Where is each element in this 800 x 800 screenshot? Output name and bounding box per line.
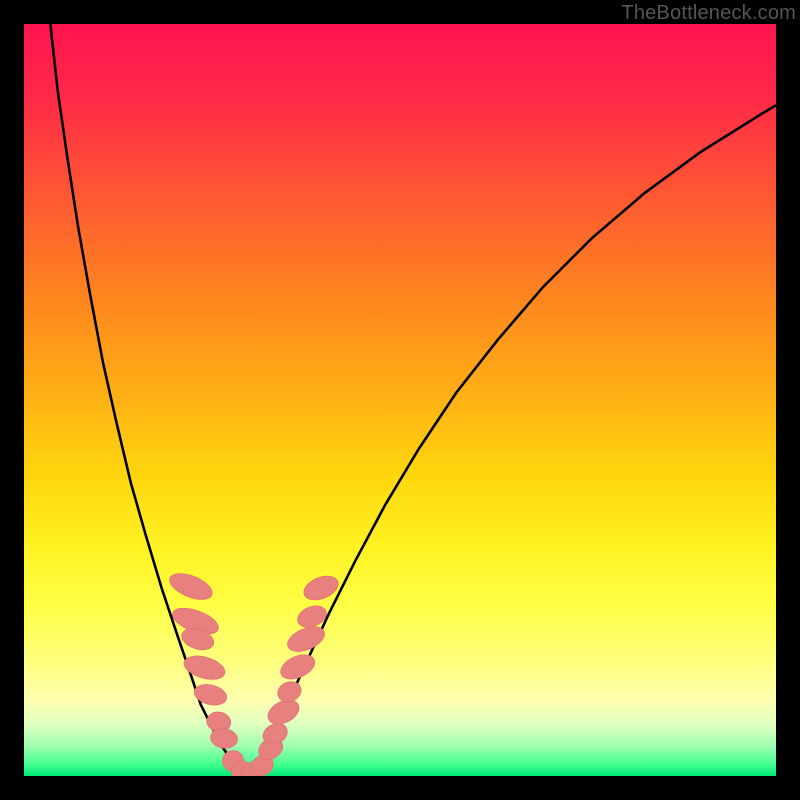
watermark-text: TheBottleneck.com	[621, 2, 796, 25]
outer-frame: TheBottleneck.com	[0, 0, 800, 800]
plot-area	[24, 24, 776, 776]
bottleneck-curve-chart	[24, 24, 776, 776]
heatmap-gradient-background	[24, 24, 776, 776]
